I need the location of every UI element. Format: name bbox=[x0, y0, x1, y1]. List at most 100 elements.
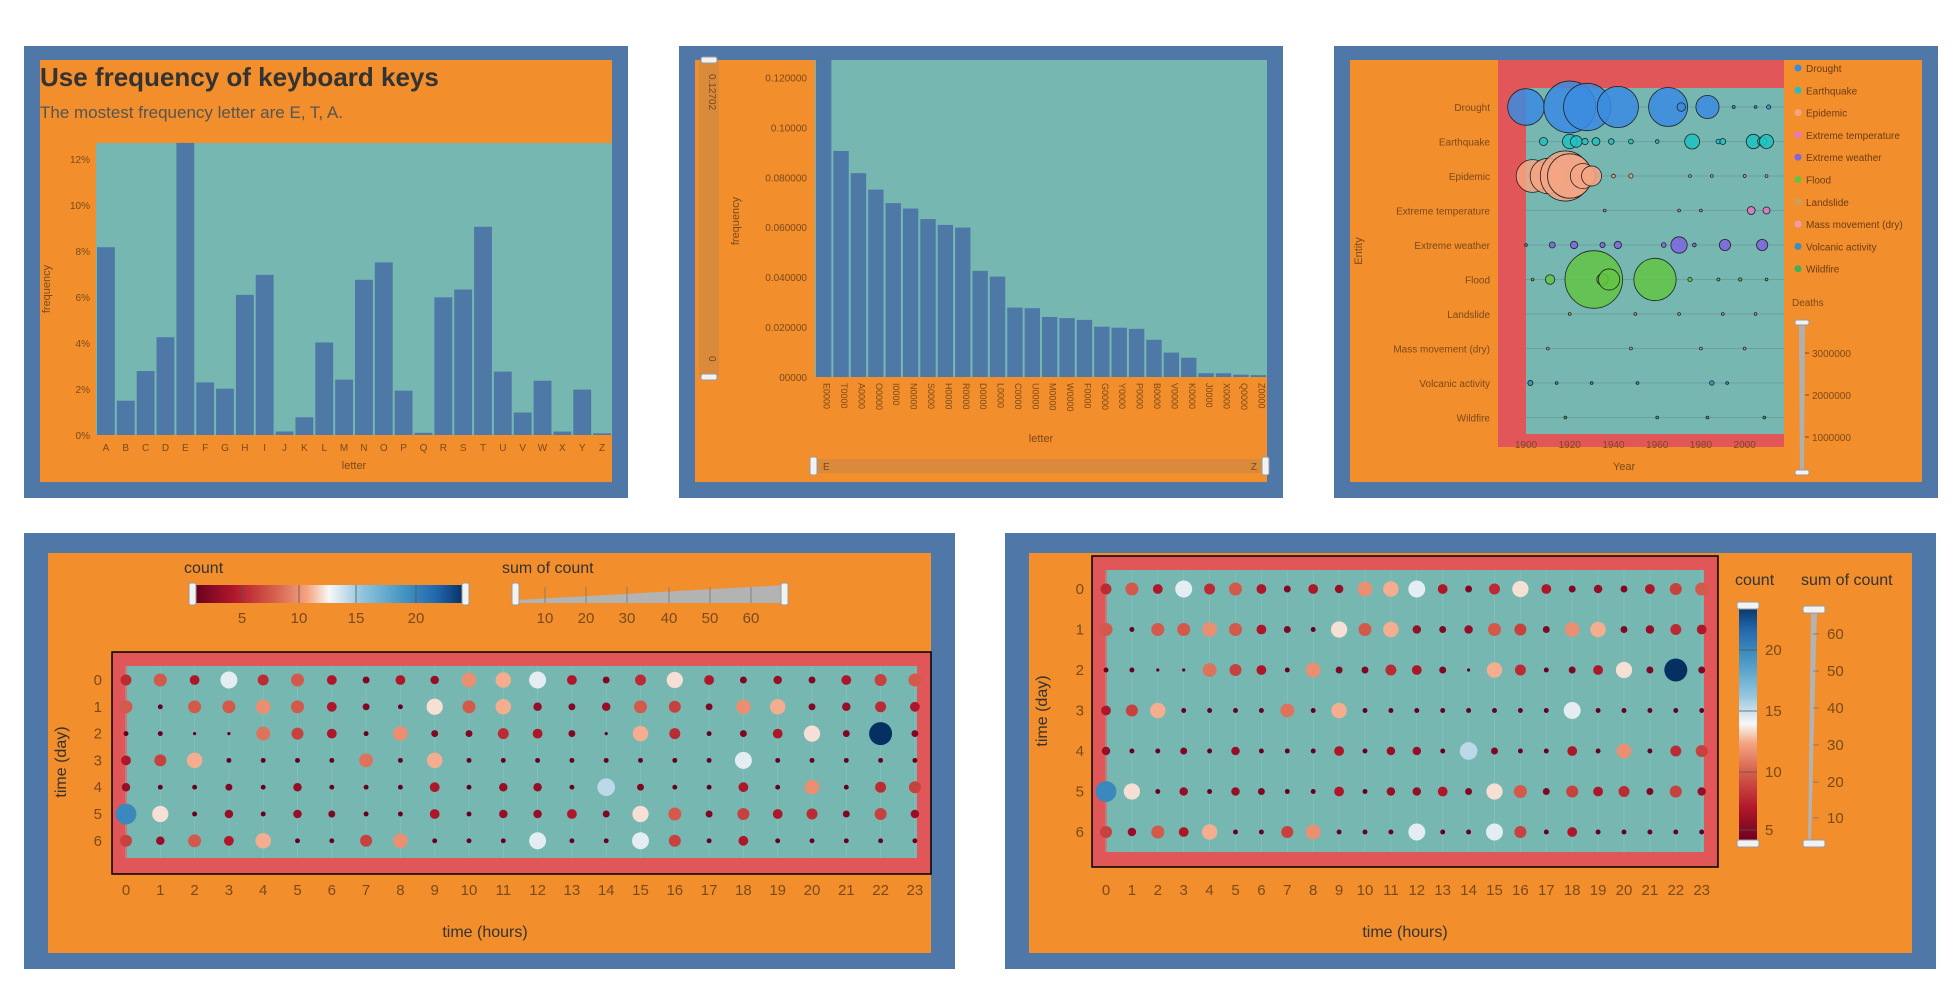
dot-day3-hour18[interactable] bbox=[734, 751, 752, 769]
bar-P[interactable] bbox=[1128, 328, 1145, 377]
dot-day3-hour21[interactable] bbox=[843, 757, 849, 763]
dot-day5-hour5[interactable] bbox=[1231, 787, 1240, 796]
bubble-epidemic[interactable] bbox=[1710, 174, 1714, 178]
dot-day4-hour18[interactable] bbox=[1567, 746, 1578, 756]
dot-day6-hour5[interactable] bbox=[295, 838, 300, 844]
dot-day1-hour13[interactable] bbox=[568, 703, 576, 711]
dot-day0-hour8[interactable] bbox=[1308, 584, 1319, 594]
dot-day4-hour9[interactable] bbox=[429, 782, 440, 793]
dot-day4-hour9[interactable] bbox=[1334, 746, 1345, 756]
dot-day5-hour4[interactable] bbox=[260, 811, 266, 817]
dot-day1-hour14[interactable] bbox=[601, 702, 611, 712]
dot-day2-hour3[interactable] bbox=[227, 732, 231, 736]
dot-day5-hour20[interactable] bbox=[1618, 786, 1630, 797]
dot-day6-hour0[interactable] bbox=[1099, 825, 1113, 839]
dot-day3-hour13[interactable] bbox=[569, 757, 575, 763]
bubble-extreme-weather[interactable] bbox=[1599, 242, 1606, 248]
bar-D[interactable] bbox=[972, 270, 988, 377]
dot-day5-hour18[interactable] bbox=[1566, 785, 1579, 798]
dot-day4-hour3[interactable] bbox=[225, 783, 233, 791]
dot-day3-hour22[interactable] bbox=[878, 757, 884, 763]
dot-day5-hour19[interactable] bbox=[1593, 786, 1604, 797]
dot-day1-hour21[interactable] bbox=[842, 702, 851, 712]
bar-A[interactable] bbox=[850, 173, 867, 377]
dot-day5-hour13[interactable] bbox=[1437, 786, 1448, 797]
bubble-volcanic-activity[interactable] bbox=[1725, 381, 1729, 385]
dot-day0-hour17[interactable] bbox=[1541, 584, 1552, 594]
dot-day4-hour12[interactable] bbox=[1412, 746, 1422, 756]
dot-day3-hour6[interactable] bbox=[1258, 708, 1264, 713]
bar-S[interactable] bbox=[920, 219, 936, 377]
dot-day3-hour12[interactable] bbox=[535, 757, 541, 763]
dot-day1-hour18[interactable] bbox=[1564, 622, 1580, 637]
dot-day0-hour5[interactable] bbox=[1229, 582, 1242, 596]
dot-day4-hour7[interactable] bbox=[363, 784, 369, 790]
dot-day1-hour20[interactable] bbox=[808, 703, 816, 711]
dot-day0-hour17[interactable] bbox=[704, 675, 715, 685]
bubble-extreme-weather[interactable] bbox=[1718, 238, 1731, 251]
dot-day2-hour12[interactable] bbox=[1411, 665, 1422, 675]
dot-day3-hour1[interactable] bbox=[154, 754, 167, 767]
dot-day1-hour9[interactable] bbox=[1330, 621, 1348, 638]
bar-R[interactable] bbox=[434, 297, 453, 435]
bar-U[interactable] bbox=[1024, 308, 1040, 377]
dot-day0-hour20[interactable] bbox=[808, 676, 816, 684]
dot-day3-hour19[interactable] bbox=[775, 757, 781, 763]
dot-day2-hour1[interactable] bbox=[1129, 667, 1135, 673]
bubble-landslide[interactable] bbox=[1720, 312, 1725, 316]
bar-I[interactable] bbox=[255, 274, 274, 435]
dot-day1-hour14[interactable] bbox=[1464, 625, 1473, 634]
dot-day5-hour23[interactable] bbox=[910, 809, 920, 819]
dot-day4-hour0[interactable] bbox=[1101, 746, 1111, 756]
dot-day4-hour3[interactable] bbox=[1180, 747, 1188, 755]
dot-day1-hour17[interactable] bbox=[1542, 626, 1550, 633]
dot-day2-hour20[interactable] bbox=[803, 725, 821, 742]
dot-day4-hour20[interactable] bbox=[804, 779, 820, 795]
dot-day6-hour18[interactable] bbox=[1567, 827, 1578, 837]
bar-L[interactable] bbox=[315, 342, 334, 435]
dot-day3-hour5[interactable] bbox=[1233, 708, 1238, 713]
dot-day6-hour1[interactable] bbox=[1127, 827, 1137, 837]
bar-N[interactable] bbox=[902, 208, 919, 377]
bar-Q[interactable] bbox=[1233, 374, 1249, 377]
dot-day5-hour1[interactable] bbox=[1123, 783, 1141, 800]
bubble-volcanic-activity[interactable] bbox=[1709, 380, 1715, 386]
bubble-extreme-weather[interactable] bbox=[1660, 242, 1667, 248]
dot-day6-hour2[interactable] bbox=[188, 834, 202, 848]
dot-day1-hour23[interactable] bbox=[909, 701, 920, 712]
bubble-wildfire[interactable] bbox=[1762, 415, 1767, 420]
bubble-extreme-weather[interactable] bbox=[1692, 242, 1697, 248]
dot-day1-hour18[interactable] bbox=[736, 699, 751, 715]
dot-day1-hour19[interactable] bbox=[769, 699, 786, 715]
size-legend-handle-left[interactable] bbox=[511, 582, 520, 606]
dot-day2-hour14[interactable] bbox=[1467, 668, 1471, 672]
dot-day4-hour5[interactable] bbox=[293, 782, 302, 792]
dot-day5-hour21[interactable] bbox=[842, 810, 850, 818]
dot-day2-hour12[interactable] bbox=[532, 728, 543, 739]
dot-day3-hour15[interactable] bbox=[638, 757, 643, 763]
dot-day5-hour2[interactable] bbox=[1155, 789, 1161, 794]
dot-day2-hour7[interactable] bbox=[1284, 667, 1290, 673]
dot-day5-hour15[interactable] bbox=[632, 805, 649, 823]
bubble-earthquake[interactable] bbox=[1654, 139, 1660, 144]
dot-day6-hour4[interactable] bbox=[255, 833, 271, 849]
bar-B[interactable] bbox=[1146, 339, 1162, 377]
dot-day5-hour7[interactable] bbox=[1284, 789, 1290, 794]
dot-day0-hour23[interactable] bbox=[908, 673, 922, 687]
dot-day4-hour10[interactable] bbox=[1362, 748, 1368, 754]
dot-day2-hour5[interactable] bbox=[291, 727, 304, 740]
dot-day1-hour10[interactable] bbox=[1358, 623, 1372, 636]
dot-day1-hour8[interactable] bbox=[397, 704, 403, 710]
bubble-extreme-weather[interactable] bbox=[1548, 241, 1556, 249]
dot-day1-hour2[interactable] bbox=[188, 700, 202, 714]
dot-day2-hour15[interactable] bbox=[1486, 662, 1503, 678]
bubble-earthquake[interactable] bbox=[1719, 138, 1727, 145]
dot-day6-hour13[interactable] bbox=[1440, 829, 1446, 835]
dot-day3-hour9[interactable] bbox=[1331, 702, 1347, 719]
color-legend-handle-bottom[interactable] bbox=[1736, 839, 1760, 848]
dot-day5-hour22[interactable] bbox=[874, 807, 887, 821]
dot-day4-hour4[interactable] bbox=[260, 784, 266, 790]
bar-X[interactable] bbox=[1215, 373, 1232, 377]
dot-day2-hour19[interactable] bbox=[1593, 665, 1604, 675]
dot-day0-hour21[interactable] bbox=[1644, 584, 1655, 594]
